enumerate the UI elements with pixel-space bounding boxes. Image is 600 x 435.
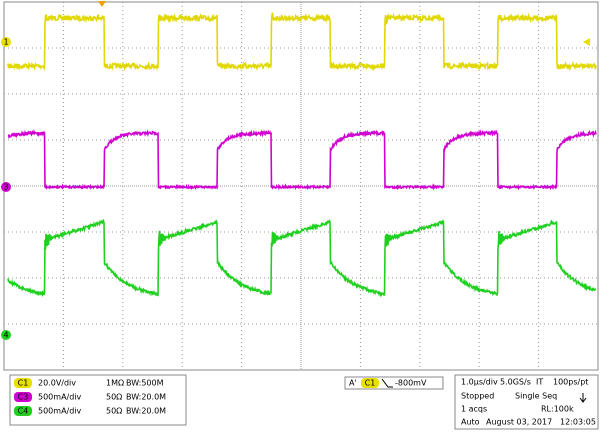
channel-bandwidth: BW:20.0M: [126, 393, 166, 402]
acq-text: RL:100k: [541, 405, 574, 414]
channel-impedance: 50Ω: [106, 407, 122, 416]
acq-text: Single Seq: [515, 392, 557, 401]
channel-badge: C4: [18, 407, 29, 416]
marker: [1, 182, 11, 192]
channel-bandwidth: BW:500M: [126, 379, 164, 388]
channel-panel: [9, 374, 187, 426]
marker: [1, 37, 11, 47]
acq-text: Stopped: [461, 392, 494, 401]
waveform: [7, 218, 597, 298]
channel-impedance: 50Ω: [106, 393, 122, 402]
trigger-position: [98, 1, 106, 7]
trigger-source: C1: [365, 379, 376, 388]
acq-text: IT: [536, 378, 543, 387]
acq-text: 100ps/pt: [553, 378, 588, 387]
trigger-panel: [344, 376, 444, 390]
channel-badge: C1: [18, 379, 29, 388]
channel-scale: 500mA/div: [38, 407, 82, 416]
marker-label: 3: [3, 183, 8, 192]
arrow-icon: [579, 393, 587, 403]
acq-text: August 03, 2017: [486, 418, 552, 427]
acq-text: 1.0μs/div: [461, 378, 498, 387]
badge: [361, 378, 379, 388]
channel-scale: 20.0V/div: [38, 379, 76, 388]
channel-impedance: 1MΩ: [106, 379, 124, 388]
channel-badge: C3: [18, 393, 29, 402]
channel-bandwidth: BW:20.0M: [126, 407, 166, 416]
acq-text: 5.0GS/s: [500, 378, 531, 387]
slope-icon: [381, 378, 393, 388]
trigger-level: [583, 38, 590, 46]
channel-scale: 500mA/div: [38, 393, 82, 402]
waveform: [7, 12, 597, 72]
acq-text: 12:03:05: [560, 418, 596, 427]
trigger-level: -800mV: [395, 379, 427, 388]
badge: [14, 392, 32, 402]
marker-label: 4: [3, 331, 8, 340]
acq-text: 1 acqs: [461, 405, 487, 414]
waveform: [7, 128, 597, 191]
marker: [1, 330, 11, 340]
badge: [14, 406, 32, 416]
marker-label: 1: [3, 38, 8, 47]
acq-text: Auto: [461, 418, 480, 427]
trigger-mode: A': [349, 379, 357, 388]
waveforms: [7, 12, 597, 298]
badge: [14, 378, 32, 388]
acquisition-panel: [454, 374, 599, 430]
